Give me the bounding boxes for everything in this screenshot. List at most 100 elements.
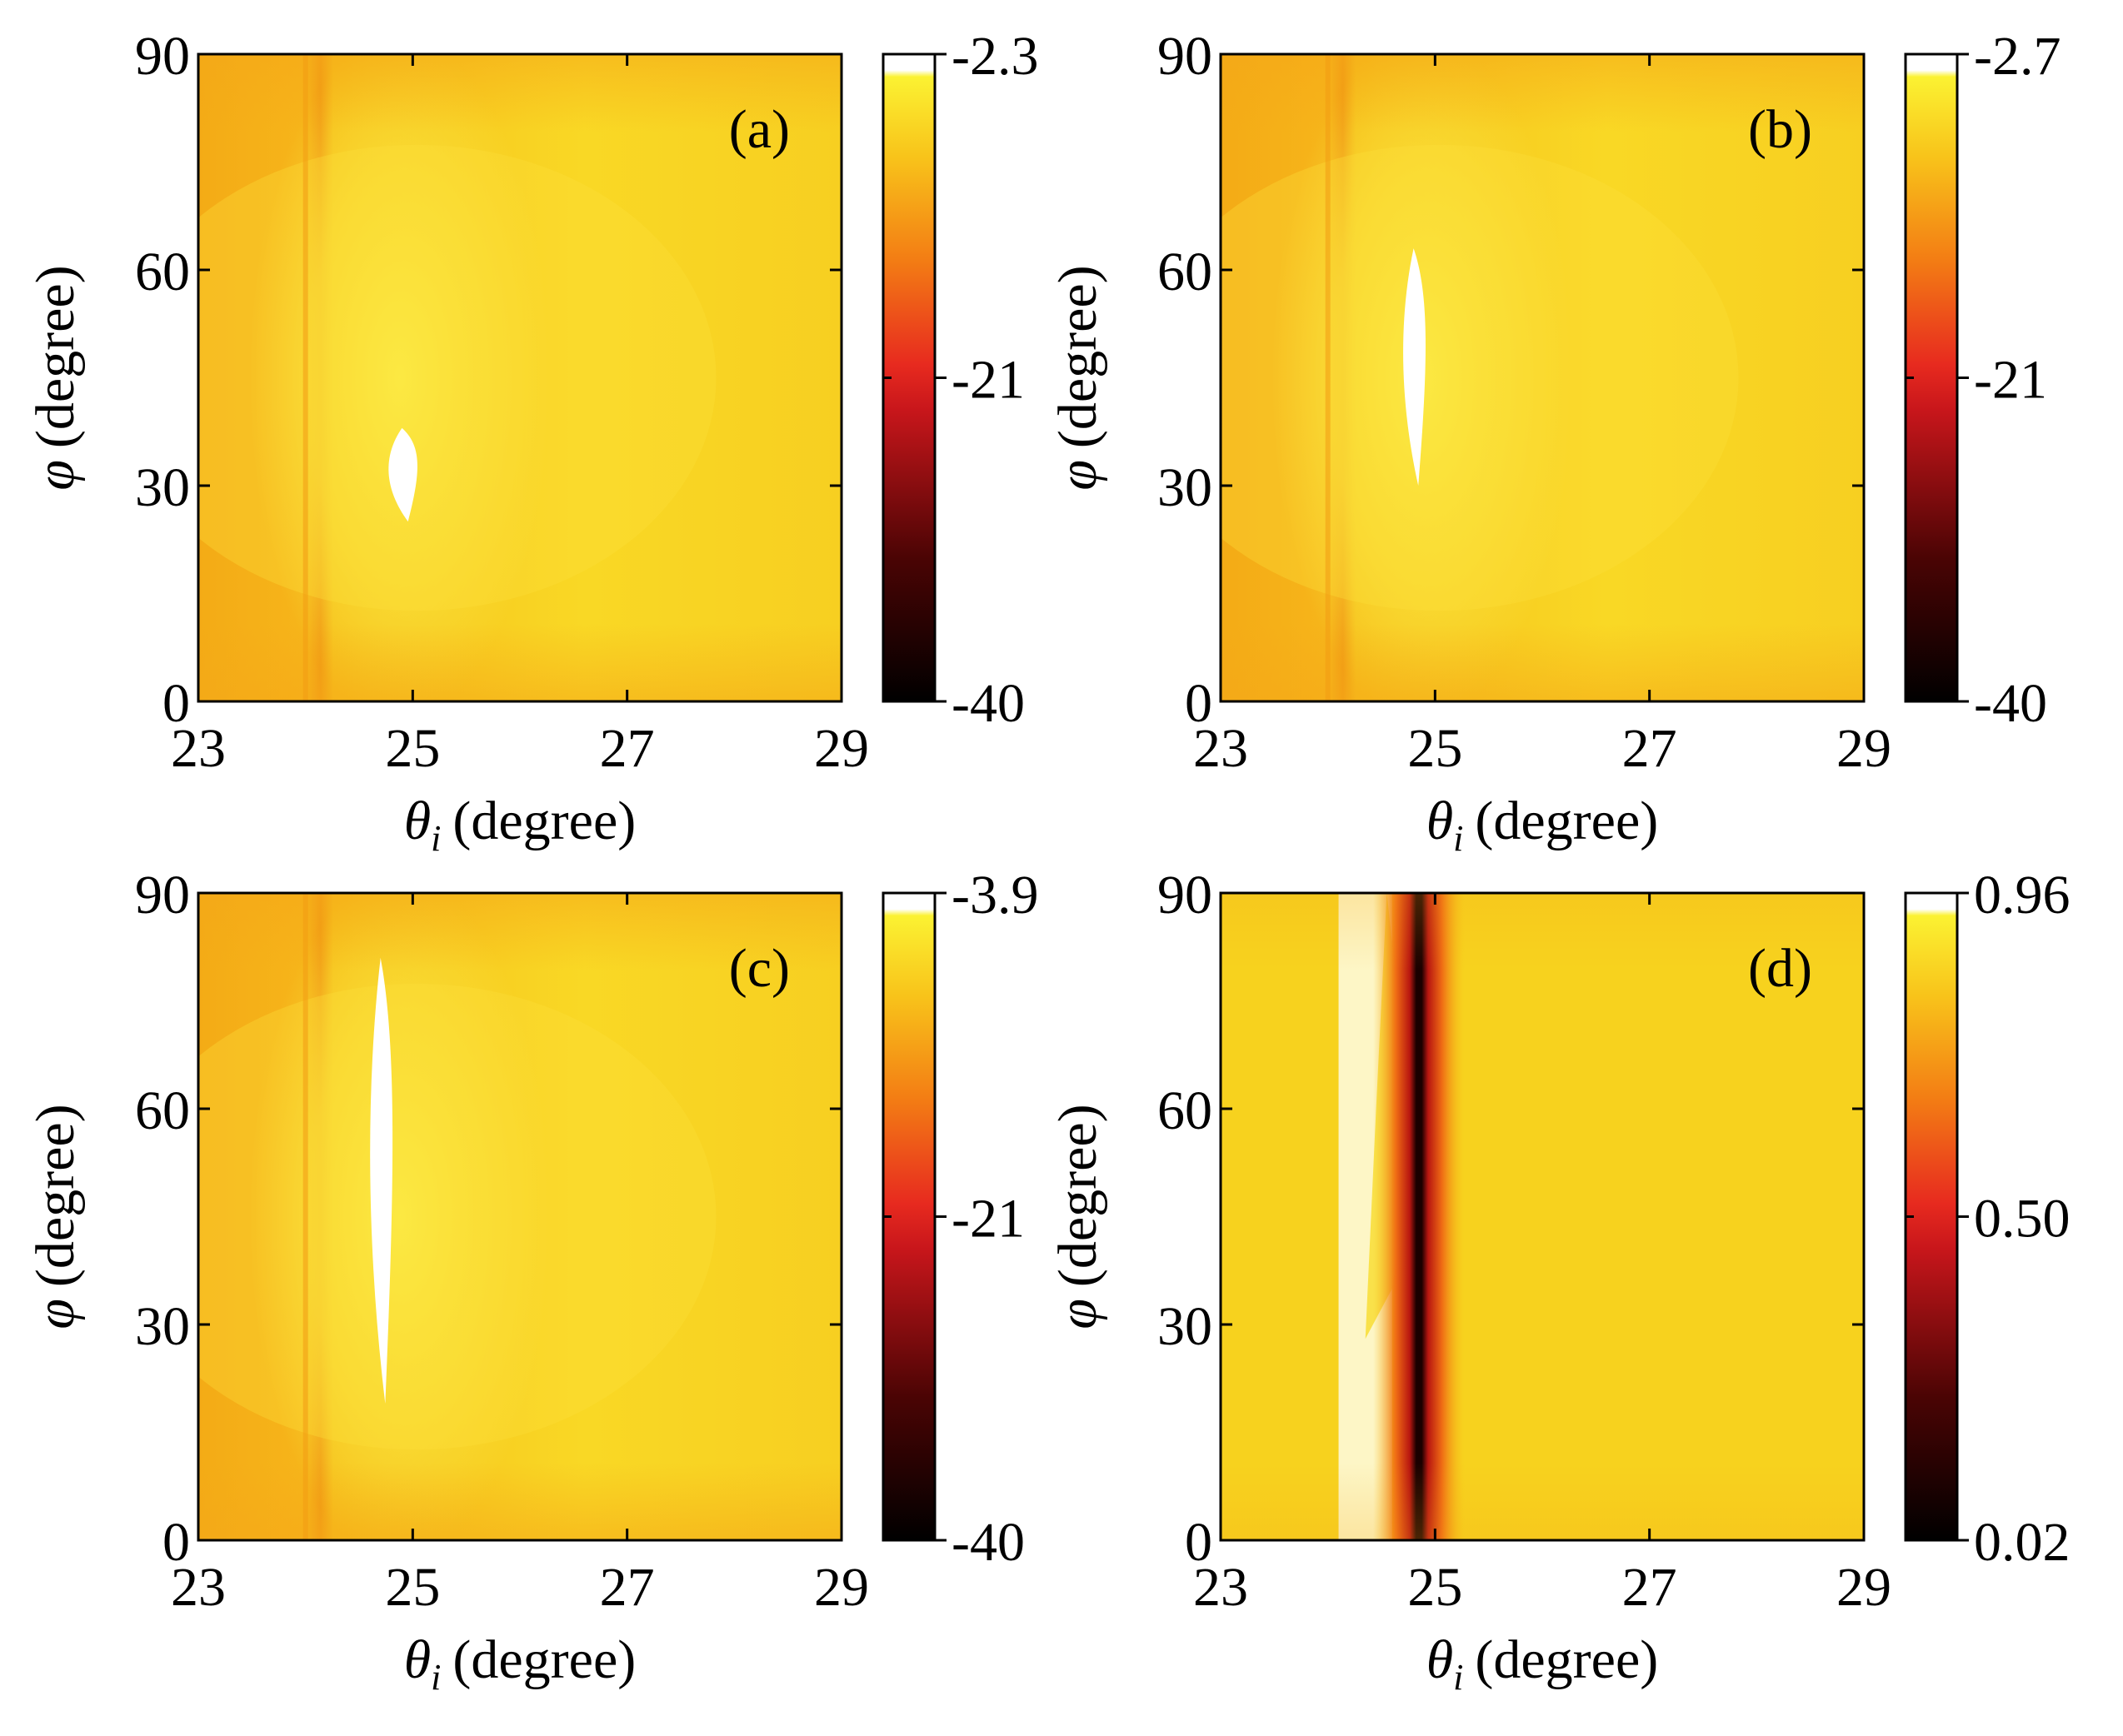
colorbar: -2.3 -21 -40 [882, 26, 1038, 734]
y-axis-unit: (degree) [25, 265, 86, 448]
x-tick-label: 23 [171, 718, 226, 779]
x-tick-label: 25 [385, 718, 440, 779]
x-axis-unit: (degree) [1475, 1629, 1658, 1690]
x-tick-label: 27 [1622, 718, 1677, 779]
x-axis-subscript: i [1453, 818, 1463, 859]
heatmap-panel-2: 23 25 27 29 0 30 60 90 θi (degree) φ (degree) (b) -2.… [1047, 26, 2061, 859]
x-axis-label: θi (degree) [404, 1629, 636, 1698]
y-tick-label: 30 [135, 457, 190, 518]
x-axis-subscript: i [431, 1657, 441, 1698]
colorbar-tick-label: -2.3 [952, 26, 1038, 87]
y-tick-label: 0 [162, 673, 190, 734]
colorbar-tick-label: -21 [952, 1189, 1025, 1250]
x-tick-label: 25 [385, 1557, 440, 1618]
x-tick-label: 29 [1836, 1557, 1891, 1618]
colorbar-tick-label: -2.7 [1974, 26, 2061, 87]
x-tick-label: 25 [1407, 718, 1462, 779]
colorbar-tick-label: -40 [1974, 673, 2047, 734]
x-axis-label: θi (degree) [1426, 1629, 1658, 1698]
x-axis-unit: (degree) [452, 791, 636, 851]
y-axis-label: φ (degree) [1047, 1104, 1108, 1329]
colorbar-tick-label: 0.02 [1974, 1512, 2071, 1573]
y-tick-label: 0 [1185, 1512, 1212, 1573]
colorbar-tick-label: -21 [1974, 350, 2047, 411]
y-axis-symbol: φ [1047, 460, 1108, 491]
y-axis-symbol: φ [25, 460, 86, 491]
y-tick-label: 0 [1185, 673, 1212, 734]
heatmap-panel-1: 23 25 27 29 0 30 60 90 θi (degree) φ (degree) (a) -2.… [25, 26, 1038, 859]
y-tick-label: 30 [1157, 457, 1212, 518]
y-tick-label: 30 [1157, 1296, 1212, 1357]
x-axis-subscript: i [1453, 1657, 1463, 1698]
plot-frame [1219, 52, 1866, 703]
x-axis-label: θi (degree) [404, 791, 636, 859]
y-tick-label: 60 [135, 242, 190, 302]
x-tick-label: 23 [1193, 718, 1248, 779]
x-axis-symbol: θ [404, 791, 431, 851]
y-axis-symbol: φ [1047, 1299, 1108, 1329]
y-axis-label: φ (degree) [25, 265, 86, 490]
plot-area [198, 893, 842, 1540]
x-tick-label: 27 [600, 1557, 655, 1618]
x-tick-label: 23 [171, 1557, 226, 1618]
plot-frame [1219, 891, 1866, 1542]
y-tick-label: 0 [162, 1512, 190, 1573]
x-axis-symbol: θ [1426, 1629, 1453, 1690]
plot-frame [197, 52, 843, 703]
colorbar-tick-label: 0.50 [1974, 1189, 2071, 1250]
x-axis-unit: (degree) [1475, 791, 1658, 851]
panel-label: (c) [729, 938, 790, 999]
colorbar: -3.9 -21 -40 [882, 865, 1038, 1573]
plot-area [1221, 54, 1864, 701]
x-tick-label: 29 [814, 1557, 869, 1618]
colorbar-gradient [1906, 893, 1957, 1540]
y-tick-label: 90 [1157, 865, 1212, 925]
colorbar: 0.96 0.50 0.02 [1904, 865, 2071, 1573]
heatmap-shade [1221, 893, 1864, 1540]
x-tick-label: 29 [1836, 718, 1891, 779]
colorbar-gradient [1906, 54, 1957, 701]
y-tick-label: 90 [135, 865, 190, 925]
colorbar-gradient [883, 893, 935, 1540]
heatmap-panel-4: 23 25 27 29 0 30 60 90 θi (degree) φ (degree) (d) 0.9… [1047, 865, 2071, 1698]
x-axis-symbol: θ [1426, 791, 1453, 851]
colorbar-gradient [883, 54, 935, 701]
y-axis-label: φ (degree) [1047, 265, 1108, 490]
y-axis-symbol: φ [25, 1299, 86, 1329]
x-tick-label: 29 [814, 718, 869, 779]
y-axis-unit: (degree) [25, 1104, 86, 1287]
plot-frame [197, 891, 843, 1542]
x-tick-label: 27 [1622, 1557, 1677, 1618]
heatmap-edge-line [302, 893, 308, 1540]
panel-label: (a) [729, 99, 790, 160]
heatmap-edge-line [302, 54, 308, 701]
colorbar-tick-label: -3.9 [952, 865, 1038, 925]
colorbar: -2.7 -21 -40 [1904, 26, 2061, 734]
heatmap-edge-line [1325, 54, 1331, 701]
y-tick-label: 30 [135, 1296, 190, 1357]
y-axis-label: φ (degree) [25, 1104, 86, 1329]
y-tick-label: 60 [1157, 242, 1212, 302]
plot-area [198, 54, 842, 701]
x-axis-subscript: i [431, 818, 441, 859]
x-axis-unit: (degree) [452, 1629, 636, 1690]
x-axis-label: θi (degree) [1426, 791, 1658, 859]
colorbar-tick-label: 0.96 [1974, 865, 2071, 925]
x-tick-label: 27 [600, 718, 655, 779]
y-tick-label: 90 [135, 26, 190, 87]
y-axis-unit: (degree) [1047, 265, 1108, 448]
y-axis-unit: (degree) [1047, 1104, 1108, 1287]
y-tick-label: 60 [135, 1080, 190, 1141]
plot-area [1221, 893, 1864, 1540]
x-tick-label: 25 [1407, 1557, 1462, 1618]
x-tick-label: 23 [1193, 1557, 1248, 1618]
colorbar-tick-label: -21 [952, 350, 1025, 411]
y-tick-label: 90 [1157, 26, 1212, 87]
colorbar-tick-label: -40 [952, 1512, 1025, 1573]
panel-label: (b) [1748, 99, 1812, 160]
heatmap-panel-3: 23 25 27 29 0 30 60 90 θi (degree) φ (degree) (c) -3.… [25, 865, 1038, 1698]
y-tick-label: 60 [1157, 1080, 1212, 1141]
colorbar-tick-label: -40 [952, 673, 1025, 734]
panel-label: (d) [1748, 938, 1812, 999]
